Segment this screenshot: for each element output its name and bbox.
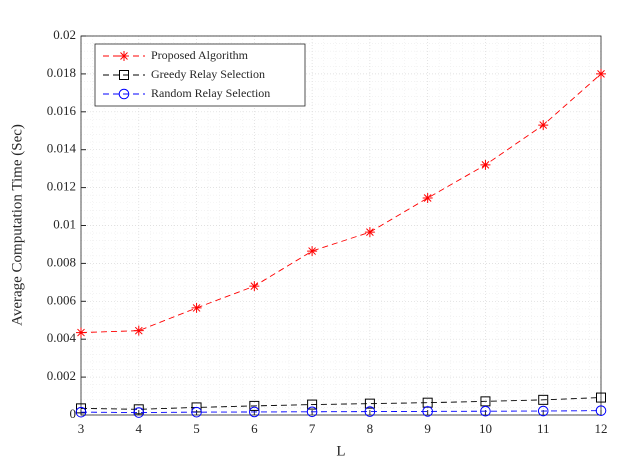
marker — [249, 400, 260, 411]
x-tick-label: 4 — [136, 421, 143, 436]
y-tick-label: 0.016 — [47, 103, 77, 118]
legend-box — [94, 43, 306, 107]
marker — [118, 88, 130, 100]
plot-frame — [80, 35, 602, 416]
legend-label: Proposed Algorithm — [151, 48, 249, 62]
marker — [119, 51, 129, 61]
marker — [133, 325, 144, 336]
x-tick-label: 7 — [309, 421, 316, 436]
y-tick-label: 0.004 — [47, 330, 77, 345]
legend: Proposed Algorithm Greedy Relay Selection… — [94, 43, 306, 107]
marker — [364, 227, 375, 238]
y-axis-label: Average Computation Time (Sec) — [9, 124, 25, 326]
x-tick-label: 10 — [479, 421, 492, 436]
marker — [364, 406, 376, 417]
y-tick-label: 0.018 — [47, 65, 76, 80]
marker — [307, 399, 318, 410]
marker — [133, 407, 145, 418]
x-tick-label: 6 — [251, 421, 258, 436]
series-line — [80, 410, 602, 413]
marker — [76, 403, 86, 414]
marker — [480, 159, 491, 170]
y-tick-label: 0 — [70, 406, 77, 421]
marker — [422, 397, 433, 408]
y-tick-label: 0.008 — [47, 254, 76, 269]
x-tick-label: 12 — [595, 421, 608, 436]
x-axis-label: L — [336, 443, 345, 459]
marker — [595, 405, 607, 416]
y-tick-label: 0.01 — [53, 216, 76, 231]
marker — [76, 327, 86, 338]
marker — [538, 120, 549, 131]
legend-label: Random Relay Selection — [151, 86, 270, 100]
marker — [249, 406, 260, 418]
marker — [307, 246, 318, 257]
marker — [191, 406, 202, 418]
marker — [480, 405, 491, 417]
marker — [422, 406, 433, 417]
marker — [364, 398, 375, 409]
y-tick-label: 0.012 — [47, 179, 76, 194]
series-line — [80, 397, 602, 410]
marker — [422, 193, 433, 204]
marker — [537, 405, 549, 417]
marker — [75, 406, 87, 418]
y-tick-label: 0.002 — [47, 368, 76, 383]
y-tick-label: 0.006 — [47, 292, 77, 307]
y-tick-label: 0.014 — [47, 141, 77, 156]
x-tick-label: 9 — [424, 421, 431, 436]
x-tick-label: 8 — [367, 421, 374, 436]
x-tick-label: 3 — [78, 421, 85, 436]
marker — [119, 70, 129, 80]
x-tick-label: 11 — [537, 421, 550, 436]
marker — [596, 68, 606, 79]
legend-label: Greedy Relay Selection — [151, 67, 265, 81]
marker — [191, 302, 202, 313]
marker — [306, 406, 318, 418]
x-tick-label: 5 — [193, 421, 200, 436]
marker — [596, 392, 606, 403]
y-tick-label: 0.02 — [53, 27, 76, 42]
marker — [480, 396, 491, 407]
marker — [133, 404, 144, 415]
marker — [249, 281, 260, 292]
marker — [538, 394, 549, 405]
